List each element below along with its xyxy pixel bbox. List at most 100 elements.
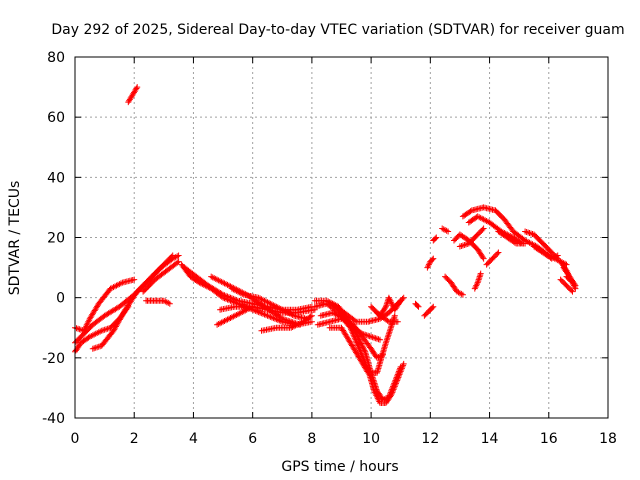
data-point	[459, 291, 466, 298]
data-point	[175, 252, 182, 259]
data-point	[175, 258, 182, 265]
y-tick-label: -20	[42, 351, 65, 367]
data-point	[174, 253, 181, 260]
data-point	[480, 225, 487, 232]
data-track	[442, 273, 466, 298]
data-point	[124, 305, 131, 311]
data-point	[220, 291, 227, 298]
data-point	[397, 297, 404, 304]
data-point	[479, 254, 486, 261]
x-tick-label: 14	[481, 431, 499, 447]
data-track	[317, 309, 383, 343]
data-track	[451, 231, 487, 262]
data-point	[568, 287, 575, 294]
data-track	[72, 303, 132, 355]
data-point	[494, 250, 501, 257]
data-point	[396, 299, 403, 305]
data-point	[125, 303, 132, 310]
data-point	[400, 360, 407, 367]
x-tick-label: 4	[189, 431, 198, 447]
chart-title: Day 292 of 2025, Sidereal Day-to-day VTE…	[51, 22, 624, 38]
x-axis-label: GPS time / hours	[281, 459, 398, 475]
data-track	[456, 225, 487, 250]
data-point	[400, 294, 407, 301]
data-point	[430, 255, 437, 262]
y-tick-label: -40	[42, 411, 65, 427]
data-point	[297, 321, 303, 328]
data-point	[495, 249, 502, 256]
data-track	[72, 276, 138, 334]
data-track	[563, 273, 579, 292]
data-point	[554, 252, 561, 259]
data-track	[208, 273, 303, 328]
data-point	[391, 312, 398, 319]
data-track	[430, 234, 440, 244]
data-point	[445, 228, 452, 235]
data-point	[166, 300, 173, 307]
data-track	[214, 303, 256, 328]
data-point	[358, 340, 365, 347]
data-track	[421, 303, 437, 319]
data-point	[258, 310, 265, 317]
data-track	[471, 270, 484, 292]
data-point	[266, 313, 272, 320]
data-point	[429, 304, 436, 311]
data-point	[511, 239, 518, 246]
data-point	[467, 208, 474, 215]
data-point	[442, 227, 449, 233]
data-point	[227, 294, 234, 301]
x-tick-label: 0	[71, 431, 80, 447]
data-point	[133, 85, 140, 92]
data-point	[522, 240, 529, 247]
y-axis-label: SDTVAR / TECUs	[7, 181, 23, 296]
data-point	[174, 259, 181, 266]
axis-ticks	[74, 56, 609, 419]
data-point	[134, 84, 141, 91]
data-track	[125, 84, 141, 106]
data-point	[249, 303, 256, 310]
data-track	[495, 228, 529, 247]
data-point	[414, 302, 421, 309]
data-track	[311, 300, 407, 406]
data-point	[429, 256, 436, 263]
x-tick-label: 2	[130, 431, 139, 447]
y-tick-label: 0	[56, 291, 65, 307]
data-track	[439, 225, 452, 235]
x-tick-label: 6	[248, 431, 257, 447]
data-point	[388, 392, 394, 399]
data-point	[277, 314, 284, 321]
data-track	[140, 258, 182, 295]
data-point	[377, 336, 383, 343]
data-point	[131, 276, 138, 283]
data-track	[557, 276, 576, 295]
grid-lines	[75, 57, 608, 418]
x-tick-label: 8	[307, 431, 316, 447]
data-point	[569, 288, 576, 295]
data-track	[424, 255, 437, 271]
y-tick-label: 40	[47, 170, 65, 186]
data-track	[483, 249, 502, 268]
data-point	[415, 303, 422, 310]
data-point	[430, 303, 437, 310]
y-tick-label: 20	[47, 231, 65, 247]
data-point	[477, 270, 484, 277]
y-tick-label: 80	[47, 50, 65, 66]
data-track	[412, 300, 422, 310]
data-point	[358, 341, 365, 348]
data-point	[382, 305, 389, 311]
data-point	[433, 234, 440, 241]
data-points	[72, 84, 579, 406]
data-point	[308, 318, 315, 325]
data-point	[394, 318, 401, 325]
data-point	[384, 317, 391, 324]
x-tick-label: 12	[421, 431, 439, 447]
data-point	[480, 255, 487, 262]
data-point	[352, 317, 358, 324]
data-track	[531, 243, 561, 262]
x-tick-label: 16	[540, 431, 558, 447]
data-point	[307, 313, 314, 320]
data-track	[143, 297, 173, 307]
y-tick-labels: -40 -20 0 20 40 60 80	[42, 50, 65, 427]
y-tick-label: 60	[47, 110, 65, 126]
